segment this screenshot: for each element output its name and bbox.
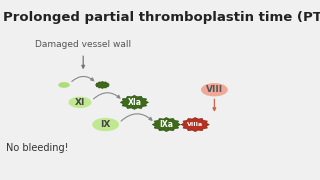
Circle shape (92, 118, 119, 131)
Polygon shape (181, 118, 209, 132)
Text: IX: IX (100, 120, 111, 129)
Circle shape (68, 97, 92, 108)
Polygon shape (120, 95, 148, 109)
Text: VIIIa: VIIIa (187, 122, 203, 127)
Polygon shape (95, 82, 109, 88)
Text: IXa: IXa (159, 120, 173, 129)
Text: No bleeding!: No bleeding! (6, 143, 69, 153)
Text: XIa: XIa (127, 98, 141, 107)
Text: Damaged vessel wall: Damaged vessel wall (35, 40, 131, 49)
Circle shape (58, 82, 70, 88)
Text: XI: XI (75, 98, 85, 107)
Polygon shape (152, 118, 180, 132)
Text: Prolonged partial thromboplastin time (PTT): Prolonged partial thromboplastin time (P… (3, 11, 320, 24)
Text: VIII: VIII (206, 85, 223, 94)
Circle shape (201, 83, 228, 96)
